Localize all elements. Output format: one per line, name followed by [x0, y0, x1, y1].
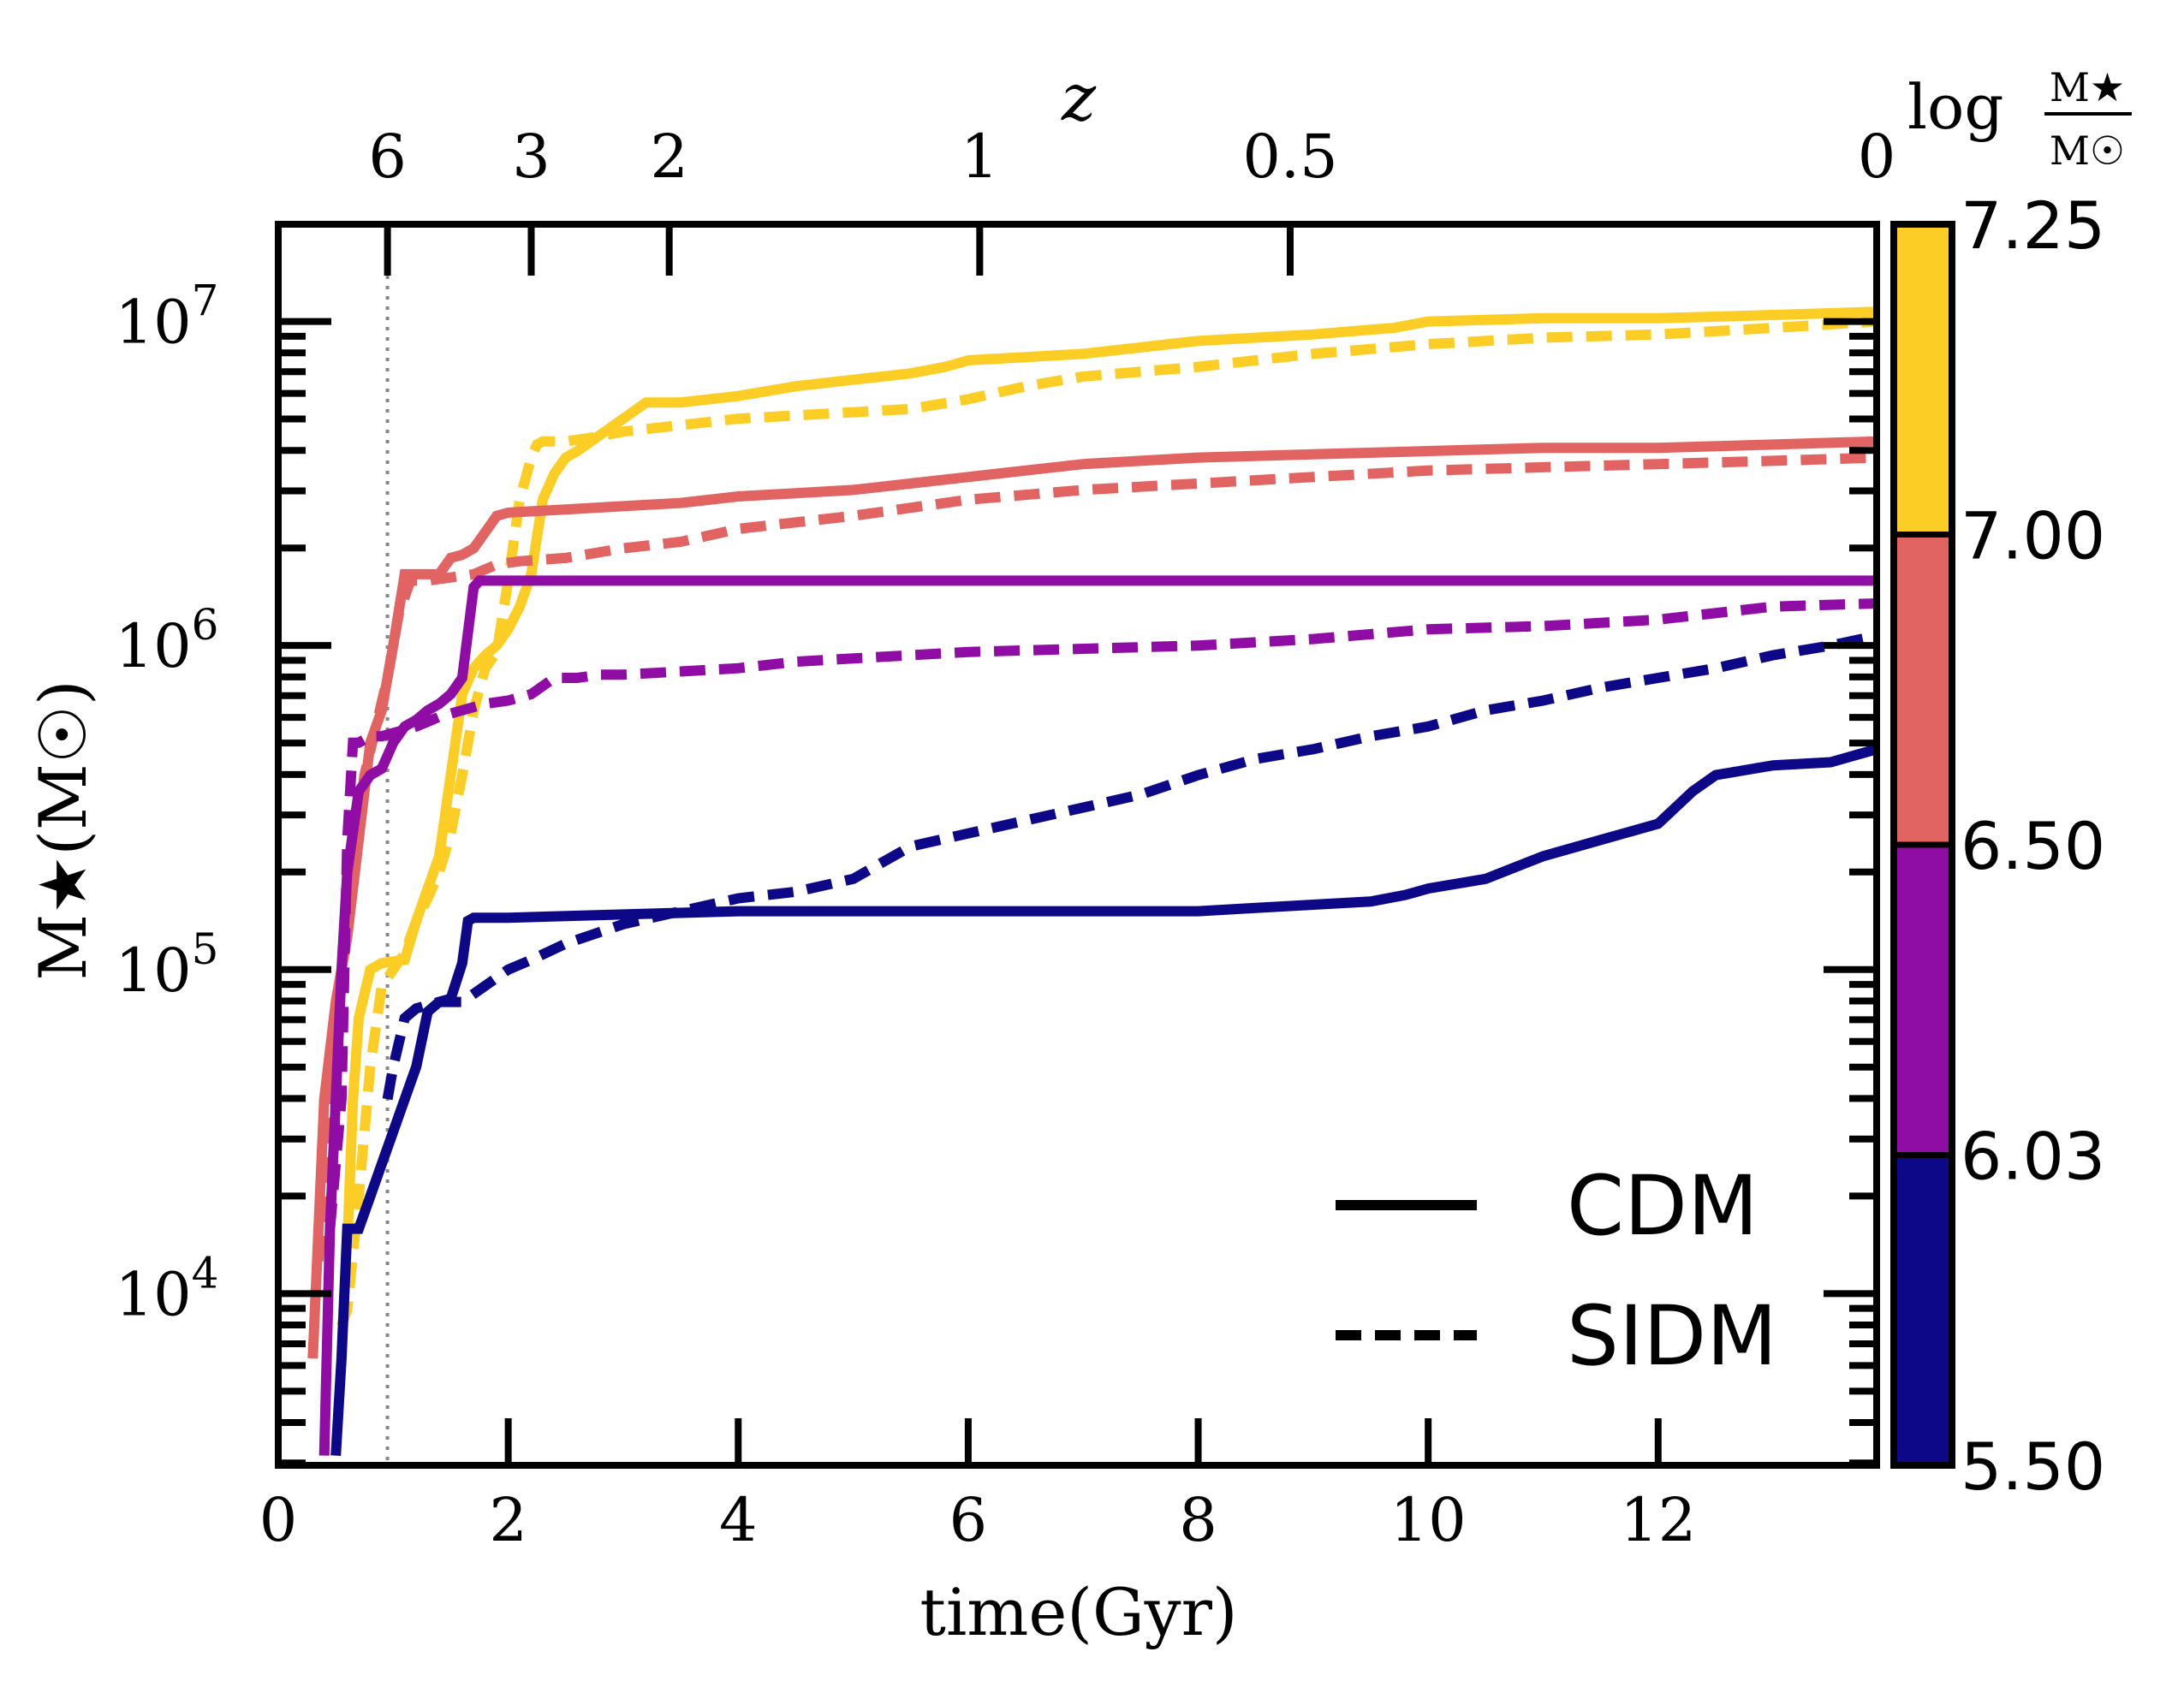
- colorbar-tick-label-6.50: 6.50: [1961, 808, 2105, 884]
- y-tick-label-1e5: 105: [116, 924, 219, 1006]
- top-tick-label-0.5: 0.5: [1242, 122, 1337, 192]
- top-tick-label-6: 6: [368, 122, 407, 192]
- colorbar-title-numerator: M★: [2050, 64, 2125, 110]
- x-tick-label-6: 6: [949, 1485, 988, 1555]
- colorbar-segment-2: [1894, 845, 1952, 1155]
- legend-label-cdm: CDM: [1567, 1158, 1759, 1254]
- y-tick-label-1e7: 107: [116, 276, 219, 358]
- legend: CDM SIDM: [1336, 1158, 1777, 1384]
- top-axis-label: z: [1061, 59, 1097, 135]
- series-line-salmon-cdm-2: [307, 436, 1878, 1359]
- x-tick-label-12: 12: [1620, 1485, 1696, 1555]
- top-tick-label-2: 2: [650, 122, 688, 192]
- colorbar-tick-label-7.25: 7.25: [1961, 187, 2105, 264]
- y-axis-label: M★(M☉): [25, 680, 101, 980]
- colorbar-segment-0: [1894, 224, 1952, 535]
- colorbar: 7.25 7.00 6.50 6.03 5.50 log M★ M☉: [1890, 64, 2132, 1505]
- plot-frame: [275, 221, 1880, 1469]
- x-tick-label-8: 8: [1179, 1485, 1217, 1555]
- colorbar-tick-label-5.50: 5.50: [1961, 1429, 2105, 1505]
- x-tick-label-0: 0: [259, 1485, 298, 1555]
- colorbar-tick-label-6.03: 6.03: [1961, 1119, 2105, 1195]
- colorbar-segment-1: [1894, 534, 1952, 845]
- colorbar-title-denominator: M☉: [2050, 128, 2125, 174]
- y-tick-label-1e4: 104: [116, 1248, 219, 1329]
- legend-label-sidm: SIDM: [1567, 1288, 1777, 1384]
- y-tick-label-1e6: 106: [116, 600, 219, 681]
- x-tick-label-10: 10: [1390, 1485, 1467, 1555]
- colorbar-tick-label-7.00: 7.00: [1961, 498, 2105, 574]
- series-line-salmon-sidm-3: [313, 452, 1878, 1262]
- series-line-yellow-sidm-1: [336, 316, 1878, 1328]
- top-tick-label-0: 0: [1858, 122, 1896, 192]
- colorbar-segment-3: [1894, 1155, 1952, 1465]
- series-line-purple-sidm-5: [324, 598, 1878, 1230]
- series-line-navy-sidm-7: [382, 630, 1878, 1101]
- series-layer: [307, 306, 1878, 1456]
- x-axis-label: time(Gyr): [919, 1574, 1237, 1650]
- series-line-navy-cdm-6: [330, 744, 1878, 1456]
- colorbar-title-prefix: log: [1907, 71, 2003, 143]
- x-tick-label-4: 4: [719, 1485, 758, 1555]
- x-tick-label-2: 2: [489, 1485, 527, 1555]
- top-tick-label-3: 3: [512, 122, 550, 192]
- top-tick-label-1: 1: [961, 122, 999, 192]
